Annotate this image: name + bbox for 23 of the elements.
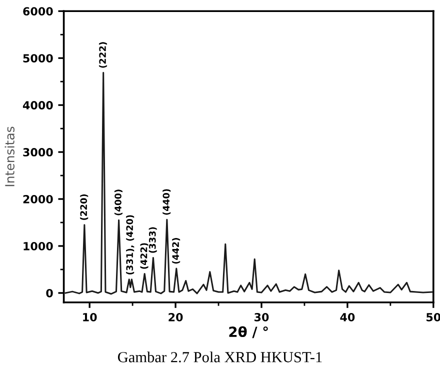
- annotation: (422): [140, 243, 148, 269]
- annotation: (220): [80, 194, 88, 220]
- text: Gambar 2.7 Pola XRD HKUST-1: [118, 352, 322, 362]
- y-tick-label: 0: [46, 288, 53, 298]
- y-tick-label: 5000: [23, 54, 53, 62]
- x-tick-label: 10: [83, 312, 97, 322]
- y-axis-title: Intensitas: [4, 126, 14, 186]
- y-tick-label: 6000: [23, 7, 53, 16]
- annotation: (222): [98, 42, 108, 68]
- y-tick-label: 2000: [23, 195, 53, 204]
- x-tick-label: 30: [254, 312, 269, 322]
- line-series: [64, 72, 432, 295]
- y-tick-label: 4000: [22, 101, 53, 110]
- annotation: (331), (420): [126, 215, 134, 274]
- annotation: (400): [114, 190, 122, 216]
- y-tick-label: 1000: [24, 242, 53, 250]
- annotation: (440): [162, 189, 171, 215]
- annotation: (442): [172, 238, 180, 264]
- x-tick-label: 40: [340, 312, 355, 322]
- x-axis-title: 2θ / °: [229, 326, 268, 338]
- x-tick-label: 20: [168, 312, 183, 322]
- y-tick-label: 3000: [23, 148, 53, 156]
- annotation: (333): [148, 227, 157, 253]
